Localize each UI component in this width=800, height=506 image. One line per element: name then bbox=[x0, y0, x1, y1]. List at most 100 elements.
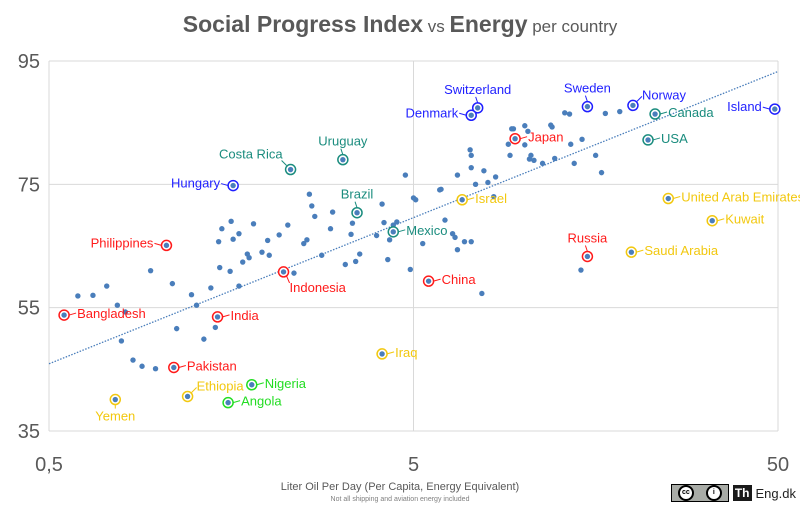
leader-line bbox=[659, 111, 668, 115]
branding: cc i Th Eng.dk bbox=[670, 484, 796, 502]
data-point bbox=[449, 230, 456, 237]
data-point bbox=[438, 186, 444, 192]
point-label: Costa Rica bbox=[219, 147, 283, 162]
data-point bbox=[236, 283, 242, 289]
data-point bbox=[630, 102, 636, 109]
data-point bbox=[579, 136, 585, 143]
point-label: China bbox=[442, 272, 477, 287]
point-label: Brazil bbox=[341, 187, 374, 202]
data-point bbox=[379, 201, 385, 207]
data-point bbox=[652, 111, 658, 117]
x-tick-label: 5 bbox=[408, 454, 419, 476]
y-tick-label: 95 bbox=[18, 51, 40, 73]
point-label: Uruguay bbox=[318, 134, 368, 149]
data-point bbox=[459, 197, 465, 203]
logo-text[interactable]: Eng.dk bbox=[755, 485, 796, 501]
labeled-point-israel: Israel bbox=[456, 191, 507, 206]
data-point bbox=[217, 264, 223, 271]
data-point bbox=[208, 285, 214, 291]
data-point bbox=[215, 238, 222, 245]
data-point bbox=[163, 242, 170, 249]
leader-line bbox=[220, 183, 229, 187]
data-point bbox=[379, 351, 385, 357]
data-point bbox=[531, 157, 537, 163]
data-point bbox=[348, 231, 354, 237]
cc-by-license-badge[interactable]: cc i bbox=[670, 484, 729, 502]
data-point bbox=[219, 226, 225, 232]
x-tick-label: 0,5 bbox=[35, 454, 63, 476]
data-point bbox=[522, 142, 528, 148]
leader-line bbox=[256, 382, 264, 386]
data-point bbox=[425, 278, 432, 284]
leader-line bbox=[281, 160, 287, 166]
leader-line bbox=[354, 201, 358, 208]
data-point bbox=[184, 393, 191, 400]
data-point bbox=[507, 152, 513, 159]
data-point bbox=[259, 249, 265, 255]
data-point bbox=[276, 232, 282, 238]
x-axis-label: Liter Oil Per Day (Per Capita, Energy Eq… bbox=[281, 481, 519, 493]
labeled-point-indonesia: Indonesia bbox=[277, 266, 347, 295]
leader-line bbox=[636, 96, 643, 102]
data-point bbox=[357, 251, 363, 257]
data-point bbox=[539, 160, 546, 167]
data-point bbox=[130, 357, 136, 363]
leader-line bbox=[191, 387, 197, 393]
data-point bbox=[212, 324, 219, 331]
data-point bbox=[510, 126, 517, 132]
leader-line bbox=[636, 249, 644, 253]
data-point bbox=[309, 203, 315, 209]
data-point bbox=[319, 252, 325, 258]
point-label: Denmark bbox=[405, 105, 458, 120]
data-point bbox=[492, 174, 499, 180]
labeled-point-norway: Norway bbox=[627, 87, 687, 112]
data-point bbox=[227, 268, 233, 274]
point-label: Nigeria bbox=[265, 376, 307, 391]
data-point bbox=[264, 237, 271, 244]
labeled-point-angola: Angola bbox=[222, 394, 282, 409]
data-point bbox=[354, 210, 360, 216]
leader-line bbox=[475, 96, 479, 104]
data-point bbox=[147, 267, 154, 274]
title-part: Social Progress Index bbox=[183, 11, 424, 37]
point-label: Russia bbox=[568, 230, 609, 245]
data-point bbox=[568, 141, 574, 147]
data-point bbox=[772, 106, 778, 112]
point-label: Japan bbox=[528, 130, 563, 145]
data-point bbox=[413, 197, 419, 203]
labeled-point-japan: Japan bbox=[509, 130, 564, 145]
data-point bbox=[385, 256, 391, 263]
labeled-point-mexico: Mexico bbox=[387, 223, 447, 238]
point-label: India bbox=[231, 308, 260, 323]
data-point bbox=[454, 247, 461, 253]
data-point bbox=[468, 238, 474, 245]
point-label: Kuwait bbox=[725, 212, 764, 227]
x-axis-note: Not all shipping and aviation energy inc… bbox=[331, 496, 470, 503]
labeled-point-pakistan: Pakistan bbox=[168, 358, 237, 373]
data-point bbox=[645, 137, 651, 143]
labeled-point-uruguay: Uruguay bbox=[318, 134, 368, 166]
labeled-point-iraq: Iraq bbox=[376, 345, 417, 360]
leader-line bbox=[652, 137, 661, 141]
data-point bbox=[246, 255, 252, 261]
data-point bbox=[249, 382, 255, 388]
leader-line bbox=[673, 196, 681, 199]
leader-line bbox=[467, 197, 475, 201]
labeled-point-costa-rica: Costa Rica bbox=[219, 147, 297, 176]
data-point bbox=[250, 221, 257, 227]
point-label: Norway bbox=[642, 87, 687, 102]
leader-line bbox=[433, 278, 441, 282]
labeled-point-russia: Russia bbox=[568, 230, 609, 263]
data-point bbox=[201, 336, 207, 342]
point-label: Saudi Arabia bbox=[644, 243, 718, 258]
point-label: Angola bbox=[241, 394, 282, 409]
point-label: Hungary bbox=[171, 176, 221, 191]
data-point bbox=[301, 240, 307, 247]
data-point bbox=[240, 259, 246, 265]
leader-line bbox=[340, 148, 344, 155]
data-point bbox=[474, 105, 481, 111]
data-point bbox=[584, 103, 591, 110]
data-point bbox=[522, 123, 528, 129]
data-point bbox=[407, 266, 414, 273]
data-point bbox=[442, 217, 448, 223]
